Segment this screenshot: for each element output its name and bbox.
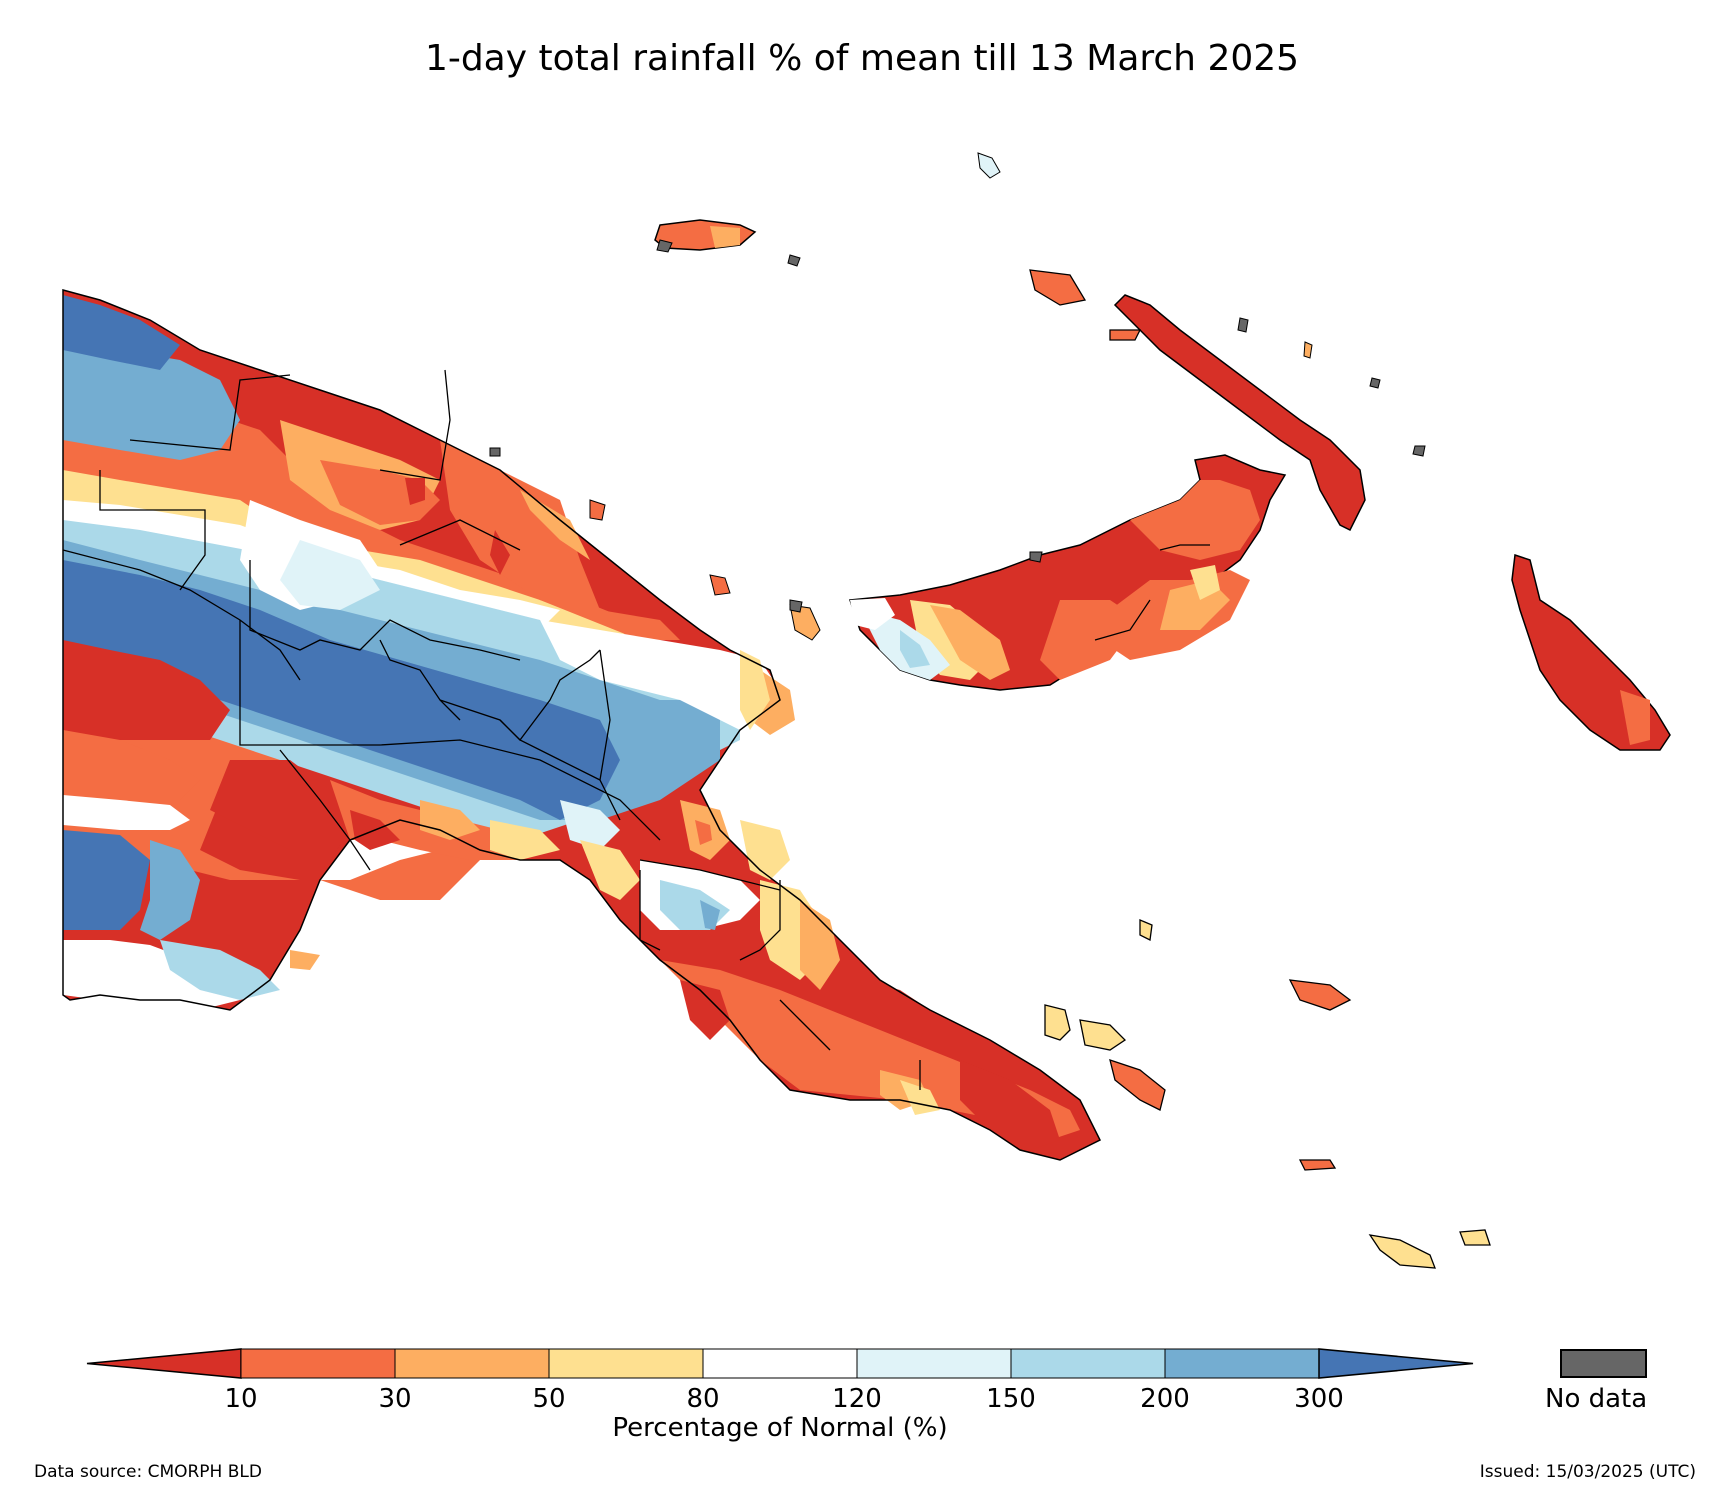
- small-islands: [489, 152, 1426, 641]
- colorbar-segment: [1164, 1348, 1320, 1379]
- colorbar-tick-label: 150: [986, 1384, 1036, 1414]
- map-title: 1-day total rainfall % of mean till 13 M…: [424, 38, 1300, 79]
- colorbar-tick-label: 200: [1140, 1384, 1190, 1414]
- colorbar-tick-label: 10: [224, 1384, 258, 1414]
- colorbar-extend-high: [1318, 1348, 1474, 1379]
- issued-date: Issued: 15/03/2025 (UTC): [1479, 1462, 1696, 1482]
- colorbar-tick-label: 30: [378, 1384, 412, 1414]
- colorbar-segment: [1010, 1348, 1166, 1379]
- bougainville: [1511, 553, 1671, 751]
- new-britain: [848, 454, 1287, 691]
- mainland-west: [63, 290, 1100, 1160]
- new-ireland: [1029, 269, 1366, 532]
- colorbar-tick-label: 120: [832, 1384, 882, 1414]
- nodata-swatch: [1560, 1349, 1647, 1378]
- manus: [654, 219, 757, 253]
- colorbar-label: Percentage of Normal (%): [612, 1413, 948, 1443]
- province-boundaries: [62, 369, 921, 1090]
- nodata-label: No data: [1545, 1384, 1648, 1414]
- data-source: Data source: CMORPH BLD: [34, 1462, 262, 1482]
- colorbar-tick-label: 300: [1294, 1384, 1344, 1414]
- colorbar-segment: [240, 1348, 396, 1379]
- colorbar-segment: [856, 1348, 1012, 1379]
- colorbar-segment: [702, 1348, 858, 1379]
- colorbar-tick-label: 80: [686, 1384, 720, 1414]
- mainland-outline: [62, 289, 1102, 1161]
- colorbar: [86, 1348, 1474, 1379]
- milne-bay-islands: [1044, 919, 1491, 1269]
- colorbar-extend-low: [86, 1348, 242, 1379]
- colorbar-tick-label: 50: [532, 1384, 566, 1414]
- colorbar-segment: [548, 1348, 704, 1379]
- colorbar-segment: [394, 1348, 550, 1379]
